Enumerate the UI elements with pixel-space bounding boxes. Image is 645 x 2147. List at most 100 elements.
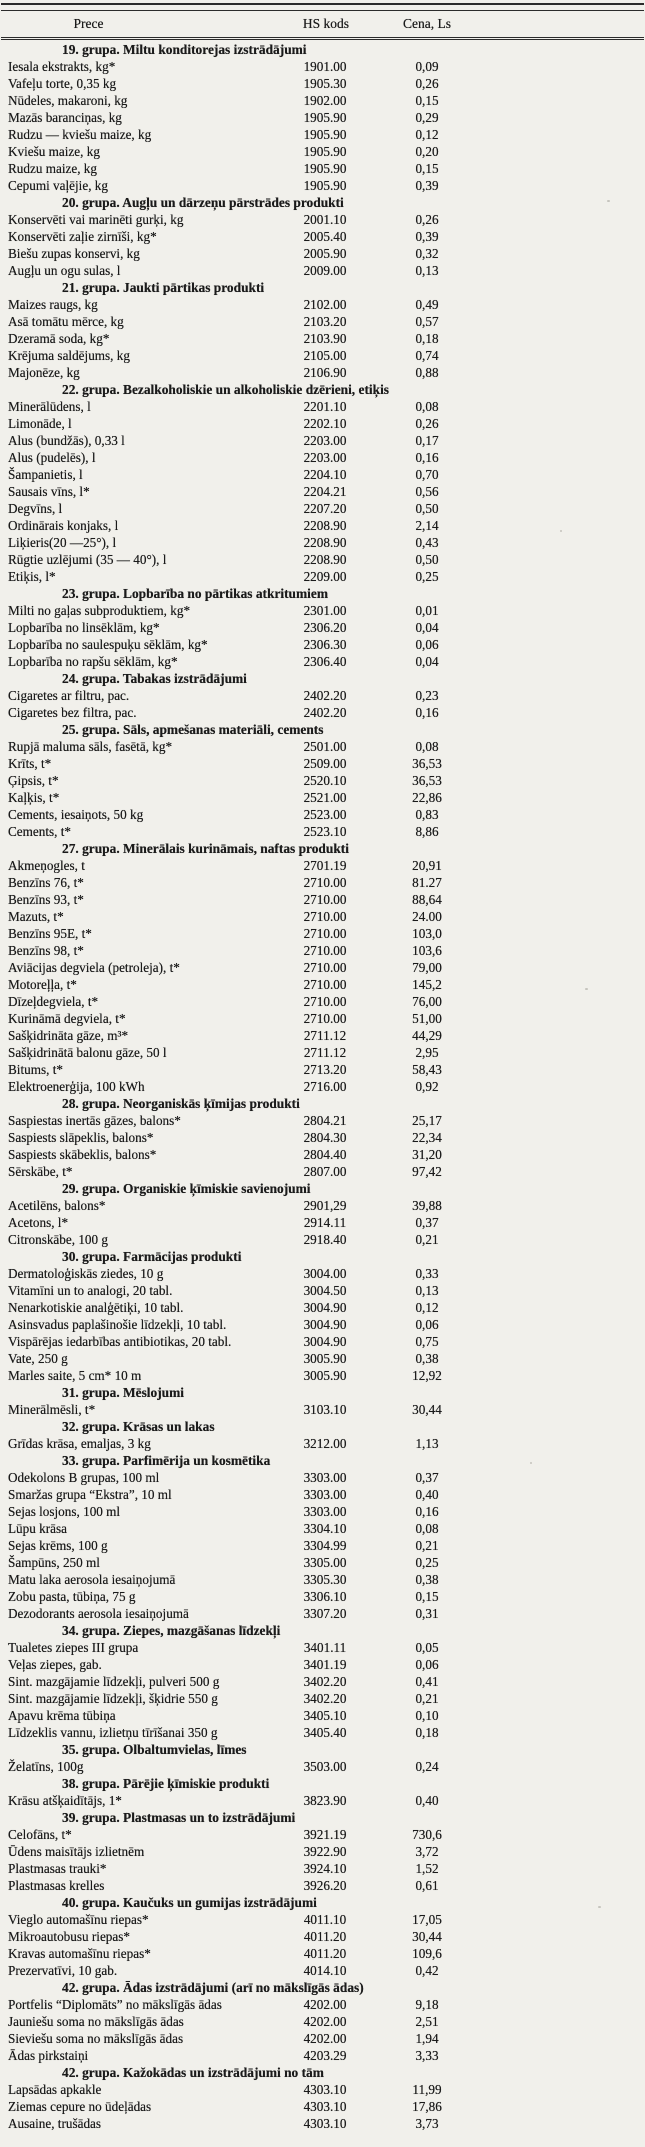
hs-code-cell: 3503.00	[303, 1759, 347, 1774]
table-row: Liķieris(20 —25°), l 2208.90 0,43	[0, 534, 645, 551]
price-cell: 0,15	[415, 1589, 439, 1604]
row-spacer	[490, 1860, 645, 1877]
product-cell: Lopbarība no rapšu sēklām, kg*	[8, 654, 178, 669]
price-cell: 0,15	[415, 161, 439, 176]
hs-code-cell: 3004.90	[303, 1334, 347, 1349]
hs-code-cell: 2204.21	[303, 484, 347, 499]
row-spacer	[490, 568, 645, 585]
price-cell: 3,33	[415, 2048, 439, 2063]
table-row: Ģipsis, t* 2520.10 36,53	[0, 772, 645, 789]
hs-code-cell: 2208.90	[303, 535, 347, 550]
product-cell: Etiķis, l*	[8, 569, 56, 584]
table-row: Marles saite, 5 cm* 10 m 3005.90 12,92	[0, 1367, 645, 1384]
price-cell: 11,99	[412, 2082, 442, 2097]
table-row: Kurināmā degviela, t* 2710.00 51,00	[0, 1010, 645, 1027]
row-spacer	[490, 1027, 645, 1044]
scan-speck	[598, 1906, 601, 1908]
product-cell: Konservēti zaļie zirnīši, kg*	[8, 229, 157, 244]
group-header-row: 28. grupa. Neorganiskās ķīmijas produkti	[0, 1095, 645, 1112]
row-spacer	[490, 109, 645, 126]
product-cell: Sejas losjons, 100 ml	[8, 1504, 121, 1519]
hs-code-cell: 2306.30	[303, 637, 347, 652]
hs-code-cell: 2306.40	[303, 654, 347, 669]
row-spacer	[490, 1333, 645, 1350]
price-cell: 0,56	[415, 484, 439, 499]
table-row: Rudzu maize, kg 1905.90 0,15	[0, 160, 645, 177]
product-cell: Benzīns 76, t*	[8, 875, 84, 890]
group-header-row: 30. grupa. Farmācijas produkti	[0, 1248, 645, 1265]
row-spacer	[490, 2013, 645, 2030]
product-cell: Iesala ekstrakts, kg*	[8, 59, 116, 74]
product-cell: Kaļķis, t*	[8, 790, 60, 805]
price-cell: 0,05	[415, 1640, 439, 1655]
hs-code-cell: 2202.10	[303, 416, 347, 431]
hs-code-cell: 2710.00	[303, 875, 347, 890]
hs-code-cell: 3401.11	[303, 1640, 347, 1655]
row-spacer	[490, 449, 645, 466]
table-row: Sejas krēms, 100 g 3304.99 0,21	[0, 1537, 645, 1554]
hs-code-cell: 2106.90	[303, 365, 347, 380]
table-row: Minerālūdens, l 2201.10 0,08	[0, 398, 645, 415]
row-spacer	[490, 1571, 645, 1588]
table-row: Portfelis “Diplomāts” no mākslīgās ādas …	[0, 1996, 645, 2013]
hs-code-cell: 3303.00	[303, 1504, 347, 1519]
product-cell: Apavu krēma tūbiņa	[8, 1708, 116, 1723]
table-row: Odekolons B grupas, 100 ml 3303.00 0,37	[0, 1469, 645, 1486]
table-row: Konservēti zaļie zirnīši, kg* 2005.40 0,…	[0, 228, 645, 245]
table-row: Augļu un ogu sulas, l 2009.00 0,13	[0, 262, 645, 279]
row-spacer	[490, 1758, 645, 1775]
hs-code-cell: 3303.00	[303, 1487, 347, 1502]
product-cell: Sērskābe, t*	[8, 1164, 73, 1179]
hs-code-cell: 2103.90	[303, 331, 347, 346]
product-cell: Dīzeļdegviela, t*	[8, 994, 99, 1009]
table-row: Ausaine, trušādas 4303.10 3,73	[0, 2115, 645, 2132]
row-spacer	[490, 1231, 645, 1248]
price-cell: 0,92	[415, 1079, 439, 1094]
product-cell: Rupjā maluma sāls, fasētā, kg*	[8, 739, 173, 754]
table-row: Lopbarība no rapšu sēklām, kg* 2306.40 0…	[0, 653, 645, 670]
group-header-row: 39. grupa. Plastmasas un to izstrādājumi	[0, 1809, 645, 1826]
row-spacer	[490, 1044, 645, 1061]
hs-code-cell: 3401.19	[303, 1657, 347, 1672]
hs-code-cell: 4303.10	[303, 2082, 347, 2097]
row-spacer	[490, 415, 645, 432]
product-cell: Dermatoloģiskās ziedes, 10 g	[8, 1266, 164, 1281]
hs-code-cell: 2914.11	[303, 1215, 347, 1230]
table-row: Kviešu maize, kg 1905.90 0,20	[0, 143, 645, 160]
hs-code-cell: 3004.50	[303, 1283, 347, 1298]
price-cell: 0,83	[415, 807, 439, 822]
group-header-row: 38. grupa. Pārējie ķīmiskie produkti	[0, 1775, 645, 1792]
hs-code-cell: 3004.90	[303, 1317, 347, 1332]
product-cell: Lūpu krāsa	[8, 1521, 67, 1536]
group-header-row: 22. grupa. Bezalkoholiskie un alkoholisk…	[0, 381, 645, 398]
hs-code-cell: 3005.90	[303, 1351, 347, 1366]
product-cell: Veļas ziepes, gab.	[8, 1657, 102, 1672]
product-cell: Krējuma saldējums, kg	[8, 348, 130, 363]
row-spacer	[490, 1282, 645, 1299]
price-cell: 0,50	[415, 501, 439, 516]
product-cell: Limonāde, l	[8, 416, 72, 431]
row-spacer	[490, 58, 645, 75]
table-row: Acetons, l* 2914.11 0,37	[0, 1214, 645, 1231]
hs-code-cell: 2804.40	[303, 1147, 347, 1162]
price-cell: 39,88	[412, 1198, 442, 1213]
product-cell: Nūdeles, makaroni, kg	[8, 93, 128, 108]
row-spacer	[490, 704, 645, 721]
row-spacer	[490, 2047, 645, 2064]
hs-code-cell: 4303.10	[303, 2099, 347, 2114]
table-row: Mikroautobusu riepas* 4011.20 30,44	[0, 1928, 645, 1945]
hs-code-cell: 3823.90	[303, 1793, 347, 1808]
table-row: Minerālmēsli, t* 3103.10 30,44	[0, 1401, 645, 1418]
hs-code-cell: 3921.19	[303, 1827, 347, 1842]
scan-speck	[585, 988, 588, 990]
hs-code-cell: 2207.20	[303, 501, 347, 516]
row-spacer	[490, 2030, 645, 2047]
table-row: Apavu krēma tūbiņa 3405.10 0,10	[0, 1707, 645, 1724]
hs-code-cell: 2807.00	[303, 1164, 347, 1179]
product-cell: Benzīns 95E, t*	[8, 926, 92, 941]
table-row: Asinsvadus paplašinošie līdzekļi, 10 tab…	[0, 1316, 645, 1333]
product-cell: Maizes raugs, kg	[8, 297, 98, 312]
hs-code-cell: 2103.20	[303, 314, 347, 329]
row-spacer	[490, 1962, 645, 1979]
